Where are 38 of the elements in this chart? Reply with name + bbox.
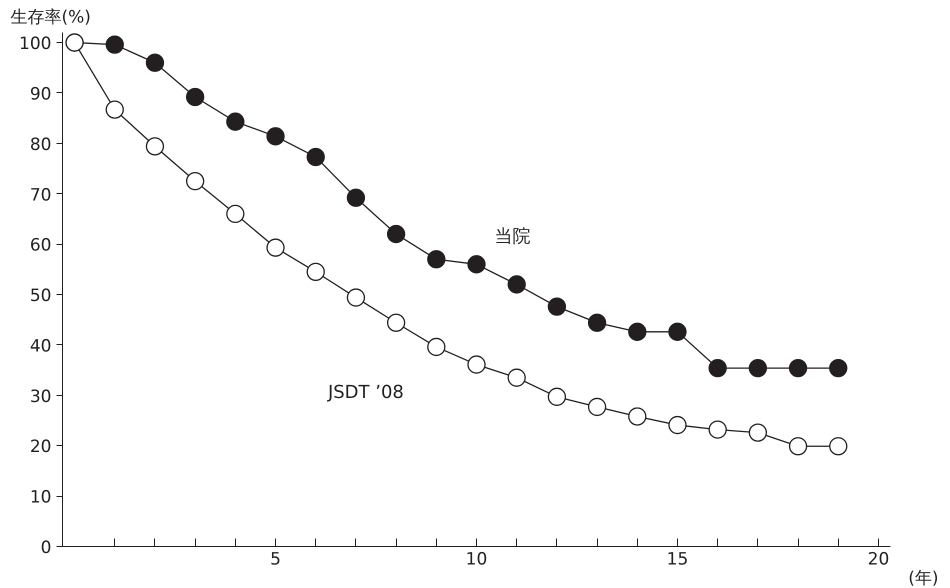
y-tick-label: 90 — [30, 84, 52, 104]
y-tick-label: 40 — [30, 336, 52, 356]
text: JSDT ’08 — [326, 382, 404, 404]
point — [186, 88, 204, 106]
point — [548, 298, 566, 316]
point — [748, 358, 768, 378]
point — [628, 322, 646, 341]
x-axis-title: (年) — [908, 568, 938, 588]
y-tick-label: 10 — [30, 488, 52, 508]
point — [106, 35, 124, 54]
x-tick-label: 20 — [868, 550, 890, 570]
point — [146, 54, 164, 72]
y-axis-title: 生存率(%) — [10, 8, 91, 28]
y-tick-label: 0 — [40, 538, 52, 558]
y-tick-label: 50 — [30, 286, 52, 306]
point — [668, 322, 687, 341]
point — [306, 148, 325, 166]
y-tick-label: 30 — [30, 386, 52, 407]
point — [467, 255, 486, 274]
y-tick-label: 100 — [19, 34, 52, 54]
point — [226, 112, 244, 131]
point — [588, 314, 606, 332]
x-tick-label: 5 — [270, 550, 281, 570]
x-tick-label: 15 — [666, 550, 688, 570]
point — [508, 275, 526, 294]
y-tick-label: 80 — [30, 134, 52, 155]
point — [266, 127, 285, 146]
y-tick-label: 20 — [30, 437, 52, 458]
point — [386, 224, 406, 244]
point — [427, 250, 446, 268]
point — [346, 188, 366, 207]
point — [829, 358, 848, 378]
x-tick-label: 10 — [466, 550, 488, 570]
series-label: 当院 — [494, 226, 530, 247]
point — [788, 358, 808, 378]
y-tick-label: 60 — [30, 236, 52, 256]
y-tick-label: 70 — [30, 185, 52, 206]
point — [708, 358, 727, 378]
